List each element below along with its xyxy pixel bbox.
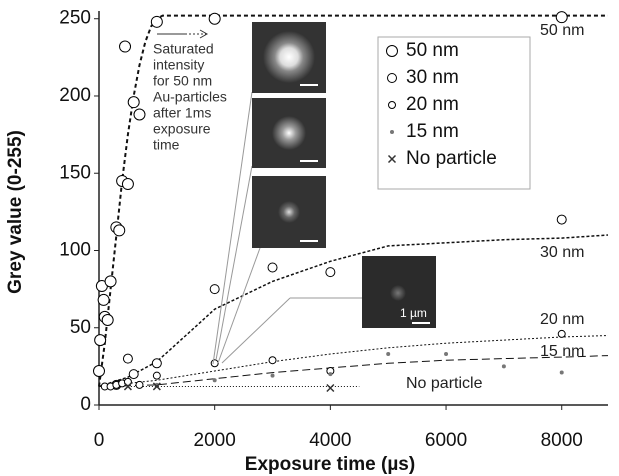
legend-marker	[387, 73, 397, 83]
plot: 50 nm 30 nm 20 nm 15 nm No particle	[93, 11, 609, 393]
fit-curve	[98, 355, 609, 387]
x-tick-label: 4000	[309, 430, 351, 451]
fit-curve	[98, 335, 609, 387]
cross	[123, 382, 132, 391]
curve-label: 50 nm	[540, 22, 584, 39]
annotation: after 1ms	[153, 105, 211, 121]
marker	[444, 352, 449, 357]
annotation-arrow	[157, 29, 209, 39]
marker	[152, 382, 161, 391]
marker	[94, 334, 107, 347]
marker	[267, 262, 278, 273]
legend-marker	[388, 101, 396, 109]
marker	[122, 353, 133, 364]
marker	[386, 352, 391, 357]
y-tick-label: 150	[59, 162, 91, 183]
insets: 1 µm	[212, 22, 436, 365]
legend-label: 30 nm	[406, 67, 459, 88]
cross	[326, 383, 335, 393]
marker	[210, 359, 219, 368]
marker	[150, 15, 163, 28]
marker	[325, 267, 336, 278]
x-tick-label: 8000	[541, 430, 583, 451]
marker	[97, 293, 110, 306]
marker	[501, 364, 506, 369]
legend-marker	[386, 45, 398, 57]
legend-marker	[390, 130, 394, 134]
curve-label: 15 nm	[540, 343, 584, 360]
marker	[268, 356, 277, 365]
arrow-head	[199, 29, 209, 39]
marker	[208, 12, 221, 25]
marker	[119, 40, 132, 53]
callout-line	[215, 165, 253, 361]
marker	[326, 383, 335, 393]
callout-line	[221, 297, 291, 364]
marker	[212, 378, 217, 383]
axes: 0 50 100 150 200 250 0 2000 4000 6000 8000 Exposure…	[5, 8, 608, 475]
marker	[557, 329, 566, 338]
y-tick-label: 250	[59, 8, 91, 29]
marker	[270, 373, 275, 378]
particle-spot	[390, 285, 406, 301]
callout-line	[217, 247, 261, 364]
y-tick-label: 200	[59, 85, 91, 106]
y-tick-label: 50	[70, 317, 91, 338]
x-axis-title: Exposure time (µs)	[245, 454, 415, 475]
annotation: for 50 nm	[153, 73, 212, 89]
annotation: Saturated	[153, 41, 214, 57]
y-tick-label: 0	[80, 394, 91, 415]
annotation: exposure	[153, 121, 211, 137]
annotation: time	[153, 137, 180, 153]
cross	[387, 154, 397, 164]
marker	[133, 108, 146, 121]
legend-label: No particle	[406, 148, 497, 169]
marker	[328, 372, 333, 377]
callout-line	[212, 91, 253, 365]
marker	[555, 11, 568, 24]
legend: 50 nm 30 nm 20 nm 15 nm No particle	[377, 36, 531, 190]
x-tick-label: 2000	[194, 430, 236, 451]
marker	[209, 284, 220, 295]
x-tick-label: 0	[94, 430, 105, 451]
legend-marker	[387, 154, 397, 164]
scale-bar-label: 1 µm	[400, 306, 427, 320]
fit-curve	[98, 234, 609, 388]
x-tick-label: 6000	[425, 430, 467, 451]
legend-label: 20 nm	[406, 94, 459, 115]
marker	[123, 377, 132, 386]
curve-label: 20 nm	[540, 311, 584, 328]
y-tick-label: 100	[59, 240, 91, 261]
marker	[559, 370, 564, 375]
curve-label: 30 nm	[540, 244, 584, 261]
marker	[556, 214, 567, 225]
curve-label: No particle	[406, 375, 483, 392]
marker	[113, 224, 126, 237]
marker	[135, 380, 144, 389]
y-axis-title: Grey value (0-255)	[5, 130, 26, 294]
marker	[104, 275, 117, 288]
marker	[101, 314, 114, 327]
marker	[152, 371, 161, 380]
particle-spot	[263, 31, 315, 83]
cross	[152, 382, 161, 391]
legend-box	[377, 36, 531, 190]
particle-spot	[272, 116, 306, 150]
marker	[93, 365, 105, 378]
marker	[151, 358, 162, 369]
marker	[127, 96, 140, 109]
annotation: intensity	[153, 57, 204, 73]
particle-spot	[278, 201, 300, 223]
marker	[128, 369, 139, 380]
annotation: Au-particles	[153, 89, 227, 105]
legend-label: 15 nm	[406, 121, 459, 142]
marker	[121, 178, 134, 191]
legend-label: 50 nm	[406, 40, 459, 61]
marker	[123, 382, 132, 391]
